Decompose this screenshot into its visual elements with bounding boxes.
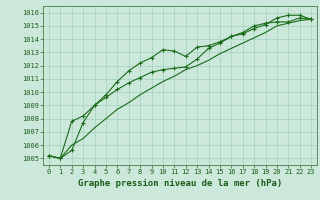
X-axis label: Graphe pression niveau de la mer (hPa): Graphe pression niveau de la mer (hPa) <box>78 179 282 188</box>
